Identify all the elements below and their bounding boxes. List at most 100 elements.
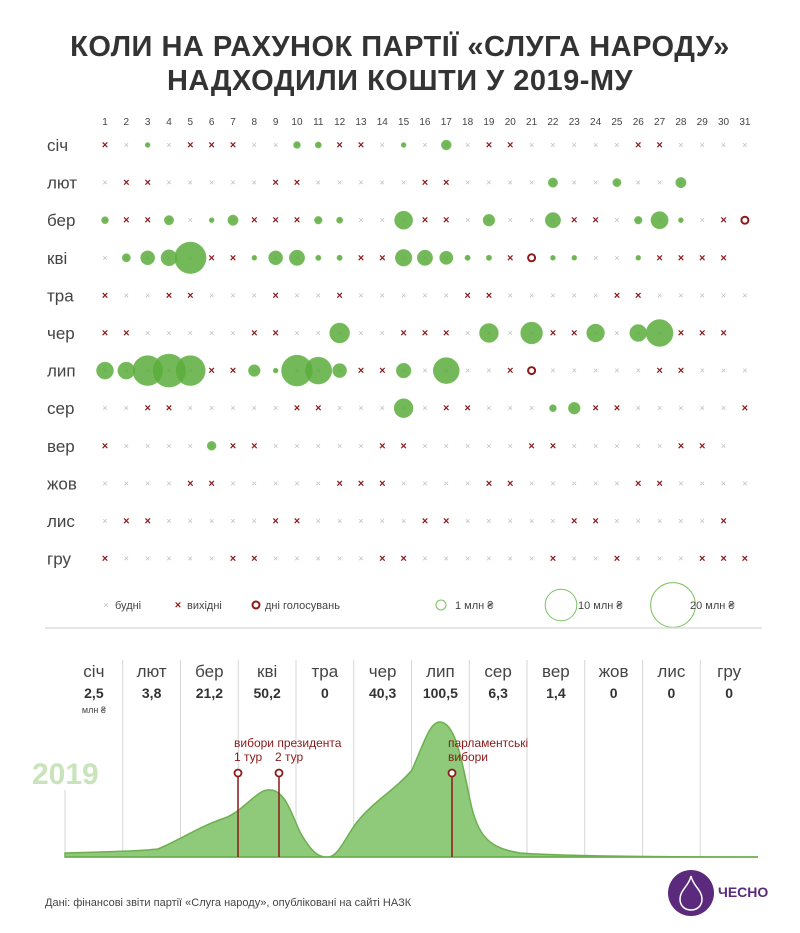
weekday-marker: × — [636, 516, 641, 526]
weekend-day-marker: × — [294, 215, 300, 227]
weekend-day-marker: × — [144, 516, 150, 528]
month-row-label: вер — [47, 437, 75, 456]
weekday-marker: × — [529, 554, 534, 564]
weekday-marker: × — [700, 516, 705, 526]
weekend-day-marker: × — [678, 328, 684, 340]
weekday-marker: × — [294, 554, 299, 564]
weekday-marker: × — [316, 290, 321, 300]
weekend-day-marker: × — [123, 328, 129, 340]
weekday-marker: × — [508, 290, 513, 300]
weekday-marker: × — [145, 290, 150, 300]
weekday-marker: × — [422, 441, 427, 451]
weekday-marker: × — [316, 478, 321, 488]
month-total-value: 1,4 — [546, 685, 566, 701]
weekday-marker: × — [657, 554, 662, 564]
weekend-day-marker: × — [102, 140, 108, 152]
weekend-day-marker: × — [144, 215, 150, 227]
weekday-marker: × — [294, 290, 299, 300]
weekend-day-marker: × — [123, 177, 129, 189]
donation-bubble — [485, 254, 492, 261]
weekend-day-marker: × — [358, 365, 364, 377]
weekend-day-marker: × — [123, 215, 129, 227]
title-line-1: КОЛИ НА РАХУНОК ПАРТІЇ «СЛУГА НАРОДУ» — [70, 31, 730, 63]
weekday-marker: × — [486, 554, 491, 564]
weekday-marker: × — [380, 215, 385, 225]
month-total-value: 0 — [667, 685, 675, 701]
donation-bubble — [140, 250, 155, 266]
weekday-marker: × — [572, 140, 577, 150]
weekend-day-marker: × — [678, 252, 684, 264]
legend-1mln-circle — [435, 599, 447, 611]
weekend-day-marker: × — [720, 328, 726, 340]
weekend-day-marker: × — [443, 516, 449, 528]
weekend-day-marker: × — [336, 290, 342, 302]
weekday-marker: × — [550, 140, 555, 150]
garlic-icon — [679, 875, 703, 911]
weekend-day-marker: × — [315, 403, 321, 415]
weekday-marker: × — [508, 215, 513, 225]
weekday-marker: × — [358, 554, 363, 564]
weekend-day-marker: × — [486, 290, 492, 302]
weekend-day-marker: × — [166, 403, 172, 415]
donation-bubble — [547, 177, 558, 188]
month-row-label: лют — [47, 174, 77, 193]
weekday-marker: × — [572, 554, 577, 564]
weekday-marker: × — [614, 478, 619, 488]
weekday-marker: × — [188, 328, 193, 338]
legend-10mln-label: 10 млн ₴ — [578, 600, 623, 612]
unit-label: млн ₴ — [82, 705, 106, 715]
weekday-marker: × — [124, 403, 129, 413]
weekday-marker: × — [614, 253, 619, 263]
day-tick-label: 14 — [377, 117, 389, 128]
day-tick-label: 17 — [441, 117, 453, 128]
day-tick-label: 20 — [505, 117, 517, 128]
weekend-day-marker: × — [507, 140, 513, 152]
annotation-round1-label: 1 тур — [234, 750, 263, 764]
day-tick-label: 21 — [526, 117, 538, 128]
weekday-marker: × — [508, 516, 513, 526]
donation-bubble — [101, 216, 109, 224]
donation-bubble — [634, 216, 643, 225]
weekday-marker: × — [358, 178, 363, 188]
day-tick-label: 27 — [654, 117, 666, 128]
weekday-marker: × — [593, 366, 598, 376]
day-tick-label: 13 — [355, 117, 367, 128]
weekday-marker: × — [358, 290, 363, 300]
weekday-marker: × — [529, 290, 534, 300]
annotation-parliament-label-1: парламентські — [448, 736, 528, 750]
weekend-day-marker: × — [272, 177, 278, 189]
weekday-marker: × — [614, 328, 619, 338]
month-row-label: сер — [47, 399, 74, 418]
month-summary-label: лип — [426, 662, 455, 681]
weekend-day-marker: × — [379, 365, 385, 377]
donation-bubble — [121, 253, 131, 263]
donation-bubble — [314, 216, 323, 225]
donation-bubble — [439, 250, 454, 265]
donation-bubble — [479, 323, 499, 343]
weekend-day-marker: × — [144, 177, 150, 189]
weekday-marker: × — [529, 403, 534, 413]
donation-bubble — [314, 141, 322, 149]
weekday-marker: × — [230, 328, 235, 338]
weekend-day-marker: × — [251, 215, 257, 227]
month-total-value: 100,5 — [423, 685, 458, 701]
weekday-marker: × — [721, 366, 726, 376]
month-row-label: січ — [47, 136, 68, 155]
donation-bubble — [441, 139, 452, 151]
month-summary-label: сер — [484, 662, 511, 681]
weekend-day-marker: × — [422, 177, 428, 189]
weekday-marker: × — [166, 140, 171, 150]
weekday-marker: × — [444, 554, 449, 564]
weekday-marker: × — [678, 403, 683, 413]
weekend-day-marker: × — [486, 140, 492, 152]
weekday-marker: × — [486, 441, 491, 451]
donation-bubble — [117, 361, 136, 380]
weekend-day-marker: × — [699, 553, 705, 565]
donation-bubble — [586, 323, 605, 343]
weekday-marker: × — [209, 328, 214, 338]
weekday-marker: × — [444, 290, 449, 300]
weekday-marker: × — [721, 478, 726, 488]
weekday-marker: × — [401, 516, 406, 526]
weekday-marker: × — [572, 178, 577, 188]
weekday-marker: × — [529, 516, 534, 526]
